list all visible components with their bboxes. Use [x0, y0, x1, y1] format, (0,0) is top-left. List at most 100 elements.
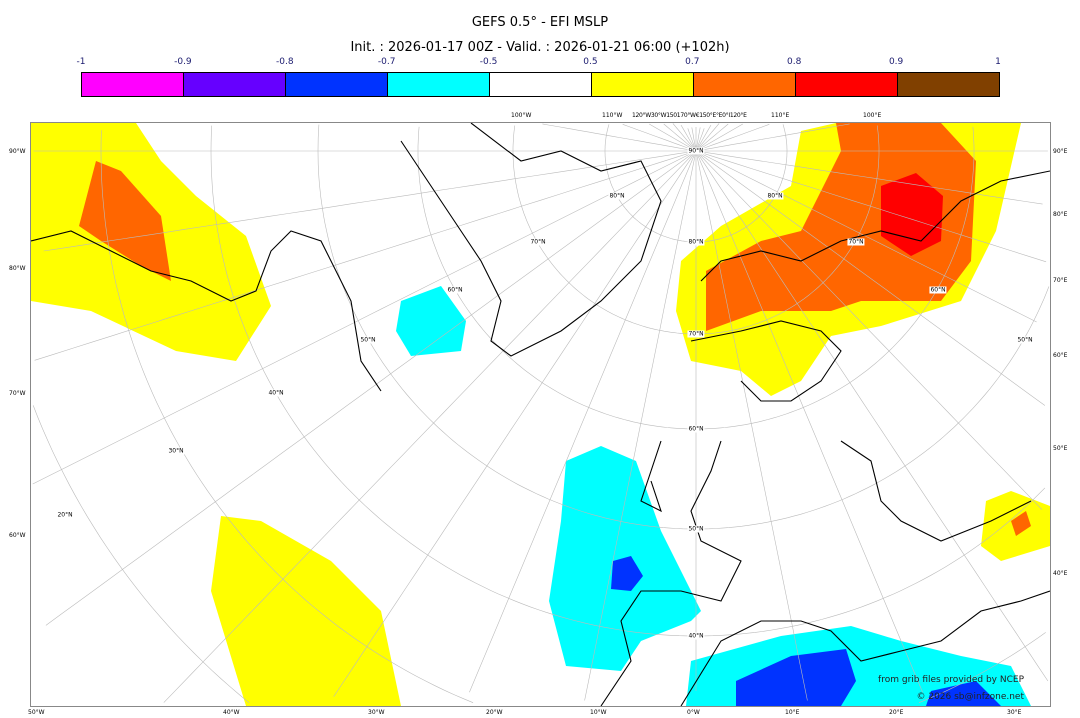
meridian-line: [695, 123, 743, 152]
latitude-circle: [317, 124, 697, 530]
lon-label-top: 100°W: [511, 112, 532, 119]
colorbar-segment: [898, 73, 999, 96]
latitude-circle: [32, 405, 250, 704]
lon-label-top-cluster: 120°W30°W150170°W€150°E°E0°I120°E: [632, 112, 747, 119]
colorbar-tick-label: -1: [76, 57, 86, 67]
latitude-circle: [696, 124, 788, 243]
efi-region-yellow-atlantic: [211, 516, 401, 706]
efi-region-orange-scandinavia: [706, 123, 976, 331]
meridian-line: [695, 150, 1043, 205]
lon-label-left: 90°W: [9, 148, 26, 155]
meridian-line: [695, 150, 1047, 263]
meridian-line: [695, 128, 705, 152]
map-panel: 80°N 70°N 60°N 50°N 40°N 30°N 20°N 90°N 80°N 70°N…: [30, 122, 1051, 707]
graticule: [32, 123, 1050, 704]
lon-label-left: 60°W: [9, 532, 26, 539]
meridian-line: [163, 150, 697, 703]
latitude-circle: [696, 126, 975, 430]
lat-label: 80°N: [766, 192, 784, 200]
lat-label: 40°N: [267, 389, 285, 397]
meridian-line: [333, 150, 697, 697]
lon-label-left: 80°W: [9, 265, 26, 272]
meridian-line: [695, 124, 770, 152]
lat-label: 80°N: [687, 238, 705, 246]
meridian-line: [663, 123, 697, 152]
colorbar-tick-label: -0.7: [377, 57, 396, 67]
efi-region-cyan-labrador: [396, 286, 466, 356]
lon-label-left: 70°W: [9, 390, 26, 397]
meridian-line: [695, 123, 850, 152]
colorbar-tick-label: -0.8: [275, 57, 294, 67]
meridian-line: [542, 123, 697, 152]
lon-label-right: 40°E: [1053, 570, 1068, 577]
lon-label-bottom: 0°W: [687, 709, 700, 716]
efi-region-blue-iberia: [611, 556, 643, 591]
lat-label: 30°N: [167, 447, 185, 455]
latitude-circle: [512, 125, 696, 335]
colorbar-tick-label: 1: [995, 57, 1001, 67]
latitude-circle: [695, 487, 1046, 637]
colorbar-segment: [286, 73, 388, 96]
colorbar-tick-label: -0.5: [479, 57, 498, 67]
source-credit: from grib files provided by NCEP: [878, 675, 1024, 685]
meridian-line: [649, 123, 697, 152]
meridian-line: [43, 150, 697, 252]
lon-label-bottom: 20°W: [486, 709, 503, 716]
colorbar-tick-label: 0.8: [787, 57, 802, 67]
colorbar-tick-label: 0.9: [888, 57, 904, 67]
meridian-line: [695, 150, 923, 693]
colorbar-tick-label: -0.9: [174, 57, 192, 67]
meridian-line: [584, 150, 697, 701]
meridian-line: [622, 124, 697, 152]
lon-label-top: 110°E: [771, 112, 790, 119]
colorbar-segment: [388, 73, 490, 96]
lat-label: 50°N: [359, 336, 377, 344]
lon-label-right: 90°E: [1053, 148, 1068, 155]
lat-label: 50°N: [687, 525, 705, 533]
lon-label-bottom: 40°W: [223, 709, 240, 716]
meridian-line: [672, 123, 697, 152]
lat-label: 60°N: [929, 286, 947, 294]
meridian-line: [32, 150, 697, 485]
meridian-line: [695, 150, 1037, 323]
coastlines: [31, 123, 1050, 706]
meridian-line: [695, 124, 712, 152]
lat-label: 70°N: [529, 238, 547, 246]
latitude-circle: [100, 130, 474, 703]
lon-label-right: 60°E: [1053, 352, 1068, 359]
colorbar-tick-label: 0.5: [583, 57, 598, 67]
lon-label-bottom: 10°W: [590, 709, 607, 716]
lat-label: 70°N: [847, 238, 865, 246]
colorbar-segment: [490, 73, 592, 96]
colorbar-segment: [82, 73, 184, 96]
efi-region-orange-alaska: [79, 161, 171, 281]
meridian-line: [680, 124, 697, 152]
colorbar-segment: [796, 73, 898, 96]
lon-label-bottom: 50°W: [28, 709, 45, 716]
latitude-circle: [918, 632, 1046, 703]
copyright-credit: © 2026 sb@infzone.net: [916, 692, 1024, 702]
lon-label-right: 70°E: [1053, 277, 1068, 284]
lat-label: 80°N: [608, 192, 626, 200]
colorbar: [81, 72, 1000, 97]
lon-label-bottom: 10°E: [785, 709, 800, 716]
colorbar-tick-label: 0.7: [685, 57, 700, 67]
latitude-circle: [210, 125, 697, 637]
lon-label-right: 50°E: [1053, 445, 1068, 452]
lat-label: 70°N: [687, 330, 705, 338]
colorbar-segment: [694, 73, 796, 96]
lon-label-top: 100°E: [863, 112, 882, 119]
chart-title: GEFS 0.5° - EFI MSLP: [471, 15, 609, 30]
lat-label: 40°N: [687, 632, 705, 640]
meridian-line: [695, 150, 1049, 682]
meridian-line: [695, 150, 1046, 406]
lon-label-bottom: 30°W: [368, 709, 385, 716]
meridian-line: [687, 128, 697, 152]
lat-label: 20°N: [56, 511, 74, 519]
lon-label-top: 110°W: [602, 112, 623, 119]
meridian-line: [469, 150, 697, 693]
colorbar-segment: [184, 73, 286, 96]
efi-region-orange-caspian: [1011, 511, 1031, 536]
lon-label-right: 80°E: [1053, 211, 1068, 218]
lat-label: 60°N: [446, 286, 464, 294]
